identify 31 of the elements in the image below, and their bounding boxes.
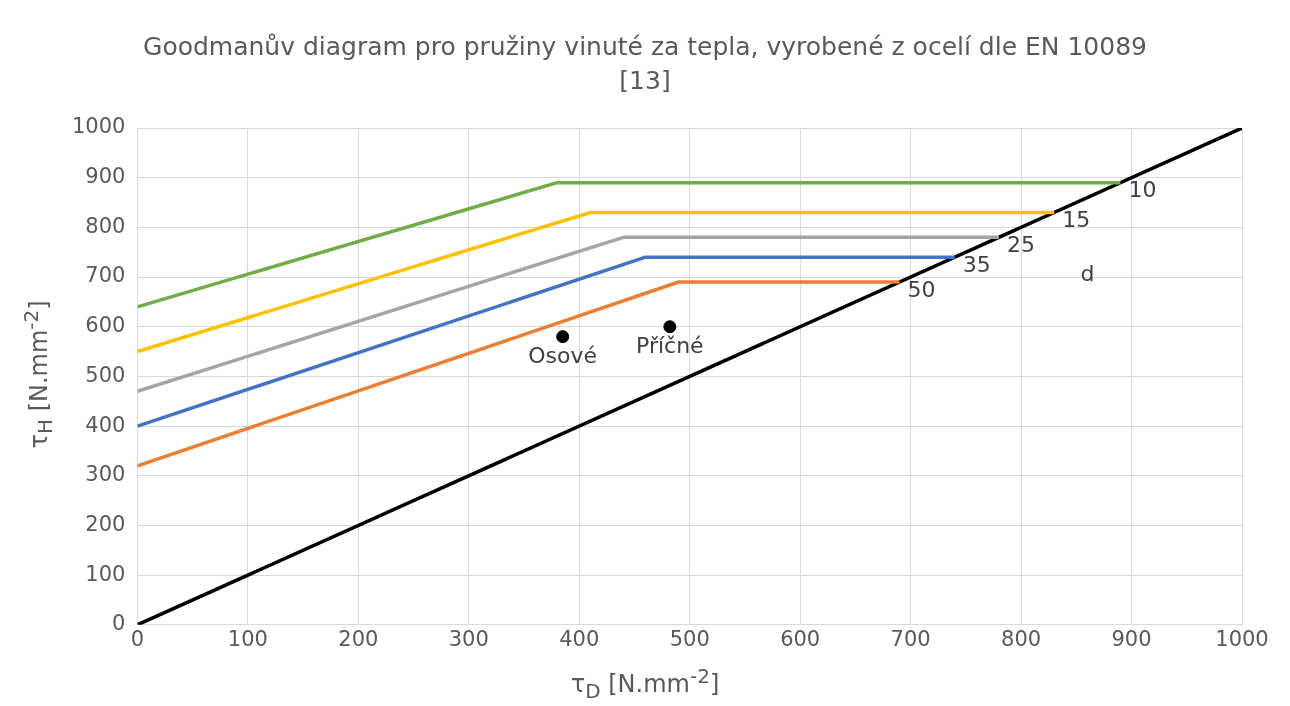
x-tick-label: 800 — [1001, 626, 1042, 651]
x-tick-label: 1000 — [1215, 626, 1269, 651]
y-tick-label: 900 — [85, 164, 126, 189]
series-label: 35 — [962, 251, 991, 277]
y-tick-label: 600 — [85, 313, 126, 338]
x-tick-label: 500 — [669, 626, 710, 651]
x-tick-label: 600 — [780, 626, 821, 651]
series-label: 50 — [907, 276, 936, 302]
series-label: 15 — [1062, 207, 1091, 233]
x-tick-label: 200 — [338, 626, 379, 651]
series-label: 25 — [1007, 232, 1035, 258]
x-tick-label: 700 — [890, 626, 931, 651]
y-tick-label: 400 — [85, 412, 126, 437]
y-tick-label: 800 — [85, 213, 126, 238]
series-label: 10 — [1128, 177, 1157, 203]
y-tick-label: 700 — [85, 263, 126, 288]
chart-title: Goodmanův diagram pro pružiny vinuté za tepla, vyrobené z ocelí dle EN 10089 [13] — [142, 31, 1148, 97]
x-tick-label: 100 — [227, 626, 268, 651]
y-tick-label: 300 — [85, 462, 126, 487]
x-tick-label: 900 — [1111, 626, 1152, 651]
annotation: d — [1080, 260, 1095, 286]
series-label: Osové — [528, 343, 598, 369]
series-label: Příčné — [636, 333, 704, 359]
x-tick-label: 300 — [448, 626, 489, 651]
x-tick-label: 400 — [559, 626, 600, 651]
y-tick-label: 1000 — [71, 114, 126, 139]
y-tick-label: 100 — [85, 561, 126, 586]
x-axis-title: τ$_{D}$ [N.mm$^{-2}$] — [569, 664, 721, 703]
y-tick-label: 500 — [85, 362, 126, 387]
x-tick-label: 0 — [130, 626, 145, 651]
y-tick-label: 200 — [85, 511, 126, 536]
